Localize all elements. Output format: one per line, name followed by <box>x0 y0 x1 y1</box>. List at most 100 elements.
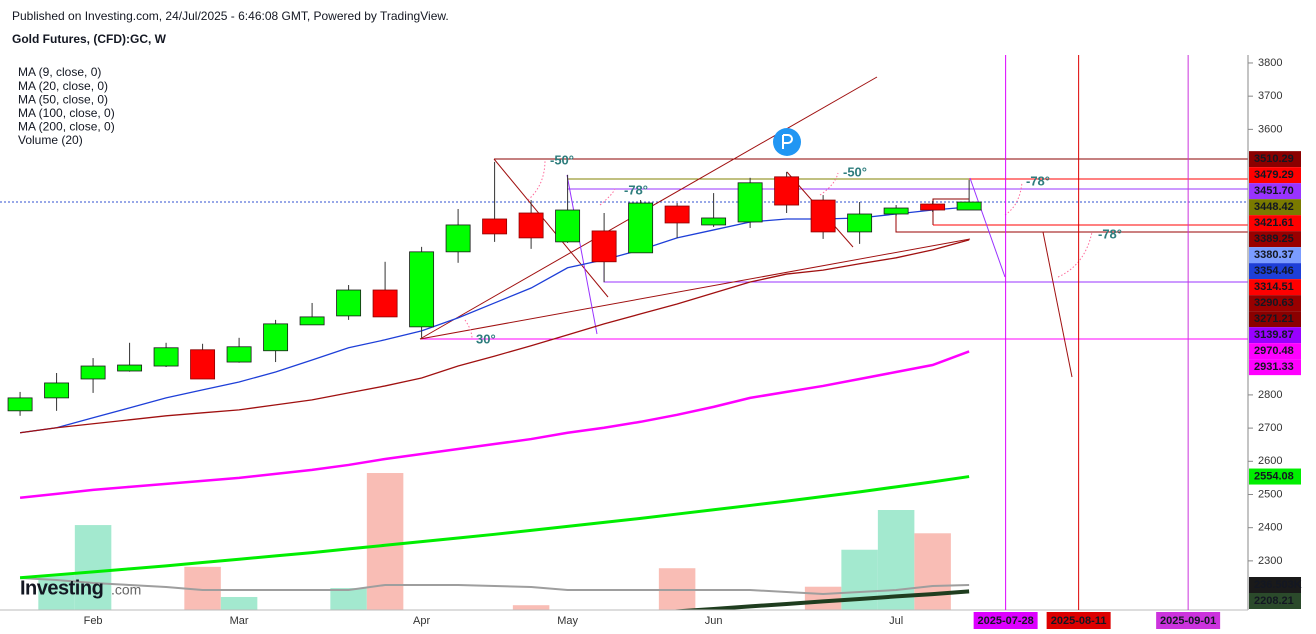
arc <box>599 188 616 206</box>
candle-body <box>737 182 763 223</box>
arc <box>1057 231 1093 278</box>
x-tick-label: Jul <box>889 615 903 627</box>
price-badge-label: 3389.25 <box>1254 233 1294 245</box>
candle-body <box>409 251 435 328</box>
price-badge <box>1249 359 1301 376</box>
volume-bar <box>330 588 367 610</box>
candle-body <box>7 397 33 412</box>
y-tick-label: 3800 <box>1258 57 1282 69</box>
candle-body <box>445 224 471 253</box>
price-badge <box>1249 576 1301 593</box>
angle-label: -78° <box>1098 226 1122 241</box>
ma-line <box>667 589 970 610</box>
pivot-icon <box>782 134 793 149</box>
price-badge-label: 2970.48 <box>1254 345 1294 357</box>
legend-entry: MA (20, close, 0) <box>18 79 108 93</box>
price-badge-label: 2931.33 <box>1254 361 1294 373</box>
volume-bar <box>914 533 951 610</box>
candle-body <box>591 230 617 263</box>
volume-bar <box>804 586 842 610</box>
trend-line <box>1042 231 1073 378</box>
candle-body <box>920 203 946 211</box>
date-badge-label: 2025-08-11 <box>1051 615 1107 627</box>
angle-label: -50° <box>550 152 574 167</box>
legend-entry: MA (200, close, 0) <box>18 120 115 134</box>
y-tick-label: 2700 <box>1258 422 1282 434</box>
candle-body <box>336 289 362 317</box>
legend-entry: MA (50, close, 0) <box>18 92 108 106</box>
candle-body <box>555 209 581 243</box>
candle-body <box>299 316 325 326</box>
candle-body <box>628 202 654 254</box>
h-line <box>603 262 1248 283</box>
candle-body <box>190 349 216 380</box>
logo-brand: Investing <box>20 577 103 599</box>
x-tick-label: May <box>557 615 578 627</box>
volume-bar <box>877 510 915 610</box>
price-badge-label: 3314.51 <box>1254 281 1294 293</box>
price-badge <box>1249 231 1301 248</box>
published-note: Published on Investing.com, 24/Jul/2025 … <box>12 9 449 23</box>
h-line <box>932 198 969 225</box>
y-tick-label: 2300 <box>1258 555 1282 567</box>
candle-body <box>117 364 143 372</box>
candle-body <box>664 205 690 224</box>
legend-entry: MA (100, close, 0) <box>18 106 115 120</box>
candle-body <box>956 201 982 211</box>
volume-bar <box>220 596 258 610</box>
candle-body <box>810 199 836 233</box>
price-badge-label: 3510.29 <box>1254 153 1294 165</box>
trend-line <box>969 177 1006 278</box>
ma-line <box>19 350 970 500</box>
price-badge-label: 2554.08 <box>1254 470 1294 482</box>
legend-entry: MA (9, close, 0) <box>18 65 101 79</box>
candle-body <box>847 213 873 233</box>
candle-body <box>153 347 179 367</box>
price-badge <box>1249 215 1301 232</box>
price-badge <box>1249 167 1301 184</box>
candle-body <box>482 218 508 235</box>
price-badge <box>1249 183 1301 200</box>
ma-line <box>19 475 970 580</box>
candle-body <box>883 207 909 215</box>
x-tick-label: Apr <box>413 615 430 627</box>
volume-bar <box>512 605 550 610</box>
arc <box>819 172 839 196</box>
volume-bar <box>366 473 404 610</box>
trend-line <box>419 238 971 340</box>
price-badge <box>1249 468 1301 485</box>
volume-bar <box>74 525 112 610</box>
price-badge <box>1249 343 1301 360</box>
price-badge <box>1249 295 1301 312</box>
price-badge <box>1249 247 1301 264</box>
angle-label: -78° <box>624 182 648 197</box>
plot-area <box>0 76 1248 610</box>
candle-body <box>80 365 106 380</box>
trend-line <box>493 158 609 298</box>
y-tick-label: 2500 <box>1258 488 1282 500</box>
price-badge-label: 3448.42 <box>1254 201 1294 213</box>
price-badge <box>1249 263 1301 280</box>
x-tick-label: Feb <box>84 615 103 627</box>
arc <box>1004 181 1023 216</box>
x-tick-label: Jun <box>705 615 723 627</box>
candle-body <box>774 176 800 206</box>
candle-body <box>372 289 398 318</box>
price-badge <box>1249 199 1301 216</box>
date-badge-label: 2025-07-28 <box>977 615 1033 627</box>
angle-arcs <box>464 159 1093 340</box>
trend-line <box>566 174 598 335</box>
legend-entry: Volume (20) <box>18 133 83 147</box>
candle-body <box>518 212 544 239</box>
date-badge <box>1156 612 1221 629</box>
candle-body <box>44 382 70 399</box>
price-badge-label: 3290.63 <box>1254 297 1294 309</box>
price-badge-label: 3271.21 <box>1254 313 1294 325</box>
price-badge <box>1249 151 1301 168</box>
volume-ma-line <box>20 577 970 595</box>
price-badge-label: 3380.37 <box>1254 249 1294 261</box>
arc <box>527 159 546 201</box>
price-badge <box>1249 279 1301 296</box>
ma-line <box>19 239 970 434</box>
